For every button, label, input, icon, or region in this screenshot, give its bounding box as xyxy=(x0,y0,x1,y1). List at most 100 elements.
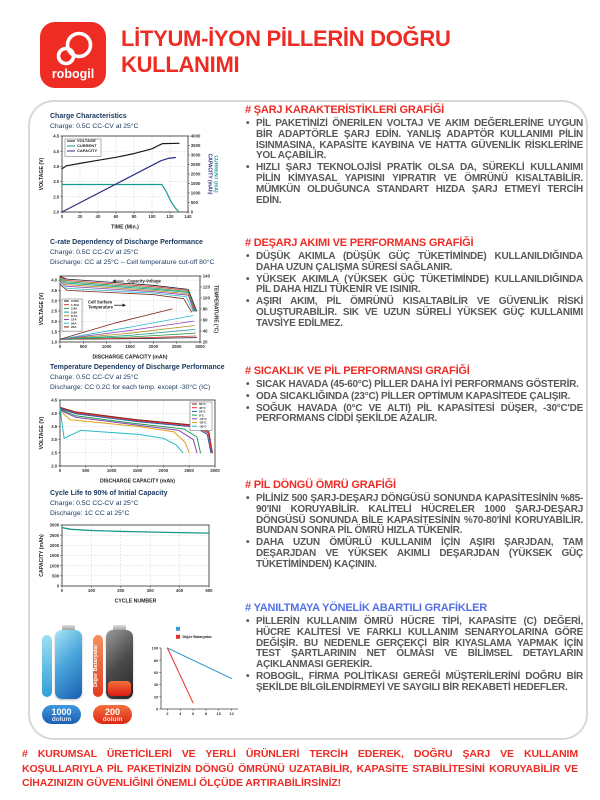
svg-text:10: 10 xyxy=(217,711,222,716)
section-dongu-omru: # PİL DÖNGÜ ÖMRÜ GRAFİĞİ PİLİNİZ 500 ŞAR… xyxy=(245,479,583,572)
robogil-logo-icon: robogil xyxy=(52,31,94,81)
chart1-subtitle: Charge: 0.5C CC-CV at 25°C xyxy=(50,123,139,130)
section-abartili-grafikler: # YANILTMAYA YÖNELİK ABARTILI GRAFİKLER … xyxy=(245,602,583,695)
cycles-unit: dolum xyxy=(51,716,72,723)
svg-text:2.5: 2.5 xyxy=(51,450,58,455)
svg-text:0: 0 xyxy=(57,584,60,589)
section-heading: # DEŞARJ AKIMI VE PERFORMANS GRAFİĞİ xyxy=(245,237,474,249)
other-battery-icon xyxy=(106,625,133,699)
svg-text:VOLTAGE (V): VOLTAGE (V) xyxy=(39,157,45,190)
svg-text:-10°C: -10°C xyxy=(199,417,208,421)
svg-text:1500: 1500 xyxy=(50,553,60,558)
svg-text:2500: 2500 xyxy=(172,344,182,349)
svg-text:26A: 26A xyxy=(71,325,77,329)
svg-text:1500: 1500 xyxy=(125,344,135,349)
svg-text:4: 4 xyxy=(179,711,182,716)
battery-cap xyxy=(113,625,126,632)
svg-text:-30°C: -30°C xyxy=(199,424,208,428)
svg-text:2.5: 2.5 xyxy=(51,309,58,314)
svg-text:8.7A: 8.7A xyxy=(71,314,78,318)
bullet: AŞIRI AKIM, PİL ÖMRÜNÜ KISALTABİLİR VE G… xyxy=(245,296,583,329)
battery-cap xyxy=(62,625,75,632)
cycle-life-chart: 0 100 200 300 400 500 0 500 1000 1500 2000 2500 3000… xyxy=(36,520,218,605)
svg-text:CAPACITY (mAh): CAPACITY (mAh) xyxy=(39,534,45,577)
chart2-subtitle: Charge: 0.5C CC-CV at 25°C xyxy=(50,249,139,256)
svg-text:1000: 1000 xyxy=(50,563,60,568)
svg-text:3000: 3000 xyxy=(191,153,201,158)
svg-text:120: 120 xyxy=(166,214,174,219)
svg-text:500: 500 xyxy=(80,344,88,349)
chart1-titles: Charge Characteristics Charge: 0.5C CC-C… xyxy=(50,112,250,132)
bullet: DÜŞÜK AKIMLA (DÜŞÜK GÜÇ TÜKETİMİNDE) KUL… xyxy=(245,251,583,274)
bullet: ROBOGİL, FİRMA POLİTİKASI GEREĞİ MÜŞTERİ… xyxy=(245,671,583,694)
svg-text:1000: 1000 xyxy=(107,468,117,473)
svg-text:2000: 2000 xyxy=(50,543,60,548)
svg-text:60°C: 60°C xyxy=(199,402,207,406)
robogil-battery-icon xyxy=(55,625,82,699)
svg-text:CAPACITY (mAh): CAPACITY (mAh) xyxy=(207,154,213,195)
svg-text:4.0: 4.0 xyxy=(53,149,60,154)
svg-text:4.5: 4.5 xyxy=(51,398,58,403)
svg-text:100: 100 xyxy=(148,214,156,219)
svg-text:6: 6 xyxy=(192,711,195,716)
svg-text:Capacity-Voltage: Capacity-Voltage xyxy=(127,279,161,284)
svg-text:400: 400 xyxy=(176,588,184,593)
svg-text:Temperature: Temperature xyxy=(88,305,114,310)
svg-text:3.0: 3.0 xyxy=(53,179,60,184)
svg-text:15A: 15A xyxy=(71,318,77,322)
chart1-title: Charge Characteristics xyxy=(50,113,127,120)
svg-text:120: 120 xyxy=(203,285,211,290)
chart3-title: Temperature Dependency of Discharge Perf… xyxy=(50,364,225,371)
section-heading: # YANILTMAYA YÖNELİK ABARTILI GRAFİKLER xyxy=(245,602,487,614)
battery-body-full xyxy=(55,630,82,699)
svg-text:TEMPERATURE (°C): TEMPERATURE (°C) xyxy=(213,285,219,333)
svg-text:CYCLE NUMBER: CYCLE NUMBER xyxy=(115,599,157,605)
section-bullets: SICAK HAVADA (45-60°C) PİLLER DAHA İYİ P… xyxy=(245,379,583,426)
svg-text:45°C: 45°C xyxy=(199,406,207,410)
svg-text:VOLTAGE (V): VOLTAGE (V) xyxy=(39,292,45,325)
section-bullets: DÜŞÜK AKIMLA (DÜŞÜK GÜÇ TÜKETİMİNDE) KUL… xyxy=(245,251,583,330)
svg-text:1500: 1500 xyxy=(133,468,143,473)
svg-text:100: 100 xyxy=(88,588,96,593)
chart2-titles: C-rate Dependency of Discharge Performan… xyxy=(50,238,250,267)
bullet: PİLLERİN KULLANIM ÖMRÜ HÜCRE TİPİ, KAPAS… xyxy=(245,616,583,671)
section-desarj-akimi: # DEŞARJ AKIMI VE PERFORMANS GRAFİĞİ DÜŞ… xyxy=(245,237,583,331)
section-bullets: PİL PAKETİNİZİ ÖNERİLEN VOLTAJ VE AKIM D… xyxy=(245,118,583,206)
bullet: HIZLI ŞARJ TEKNOLOJİSİ PRATİK OLSA DA, S… xyxy=(245,162,583,206)
svg-text:80: 80 xyxy=(132,214,137,219)
svg-text:CURRENT: CURRENT xyxy=(77,143,97,148)
svg-text:VOLTAGE (V): VOLTAGE (V) xyxy=(39,416,45,449)
svg-text:12: 12 xyxy=(229,711,234,716)
cycles-value: 200 xyxy=(104,707,121,717)
bullet: ODA SICAKLIĞINDA (23°C) PİLLER OPTİMUM K… xyxy=(245,391,583,403)
bullet: PİLİNİZ 500 ŞARJ-DEŞARJ DÖNGÜSÜ SONUNDA … xyxy=(245,493,583,537)
svg-text:TIME (Min.): TIME (Min.) xyxy=(111,225,139,231)
section-sicaklik-performans: # SICAKLIK VE PİL PERFORMANSI GRAFİĞİ SI… xyxy=(245,365,583,426)
svg-text:500: 500 xyxy=(205,588,213,593)
svg-text:3000: 3000 xyxy=(195,344,205,349)
svg-text:2.0: 2.0 xyxy=(51,319,58,324)
svg-text:4000: 4000 xyxy=(191,134,201,139)
c-rate-discharge-chart: 0 500 1000 1500 2000 2500 3000 1.0 1.5 2.0 2.5 3.0 3… xyxy=(36,271,224,361)
chart4-title: Cycle Life to 90% of Initial Capacity xyxy=(50,490,168,497)
chart2-subtitle2: Discharge: CC at 25°C – Cell temperature… xyxy=(50,258,215,266)
bullet: SICAK HAVADA (45-60°C) PİLLER DAHA İYİ P… xyxy=(245,379,583,391)
chart4-subtitle: Charge: 0.5C CC-CV at 25°C xyxy=(50,500,139,507)
svg-text:20: 20 xyxy=(154,694,159,699)
svg-text:140: 140 xyxy=(203,274,211,279)
section-sarj-karakteristikleri: # ŞARJ KARAKTERİSTİKLERİ GRAFİĞİ PİL PAK… xyxy=(245,104,583,207)
svg-text:2.9A: 2.9A xyxy=(71,307,78,311)
section-heading: # SICAKLIK VE PİL PERFORMANSI GRAFİĞİ xyxy=(245,365,470,377)
svg-text:0: 0 xyxy=(59,468,62,473)
svg-text:60: 60 xyxy=(114,214,119,219)
svg-text:VOLTAGE: VOLTAGE xyxy=(77,138,96,143)
svg-text:DISCHARGE CAPACITY (mAh): DISCHARGE CAPACITY (mAh) xyxy=(92,355,167,361)
svg-text:20: 20 xyxy=(78,214,83,219)
svg-text:3.0: 3.0 xyxy=(51,437,58,442)
svg-text:1500: 1500 xyxy=(191,181,201,186)
bullet: SOĞUK HAVADA (0°C VE ALTI) PİL KAPASİTES… xyxy=(245,403,583,426)
svg-text:3.5: 3.5 xyxy=(51,424,58,429)
cycle-comparison-mini-chart: 2 4 6 8 10 12 0 20 40 60 80 100 Diğer Bataryalar xyxy=(148,622,243,722)
svg-text:2500: 2500 xyxy=(191,162,201,167)
svg-text:500: 500 xyxy=(191,200,199,205)
